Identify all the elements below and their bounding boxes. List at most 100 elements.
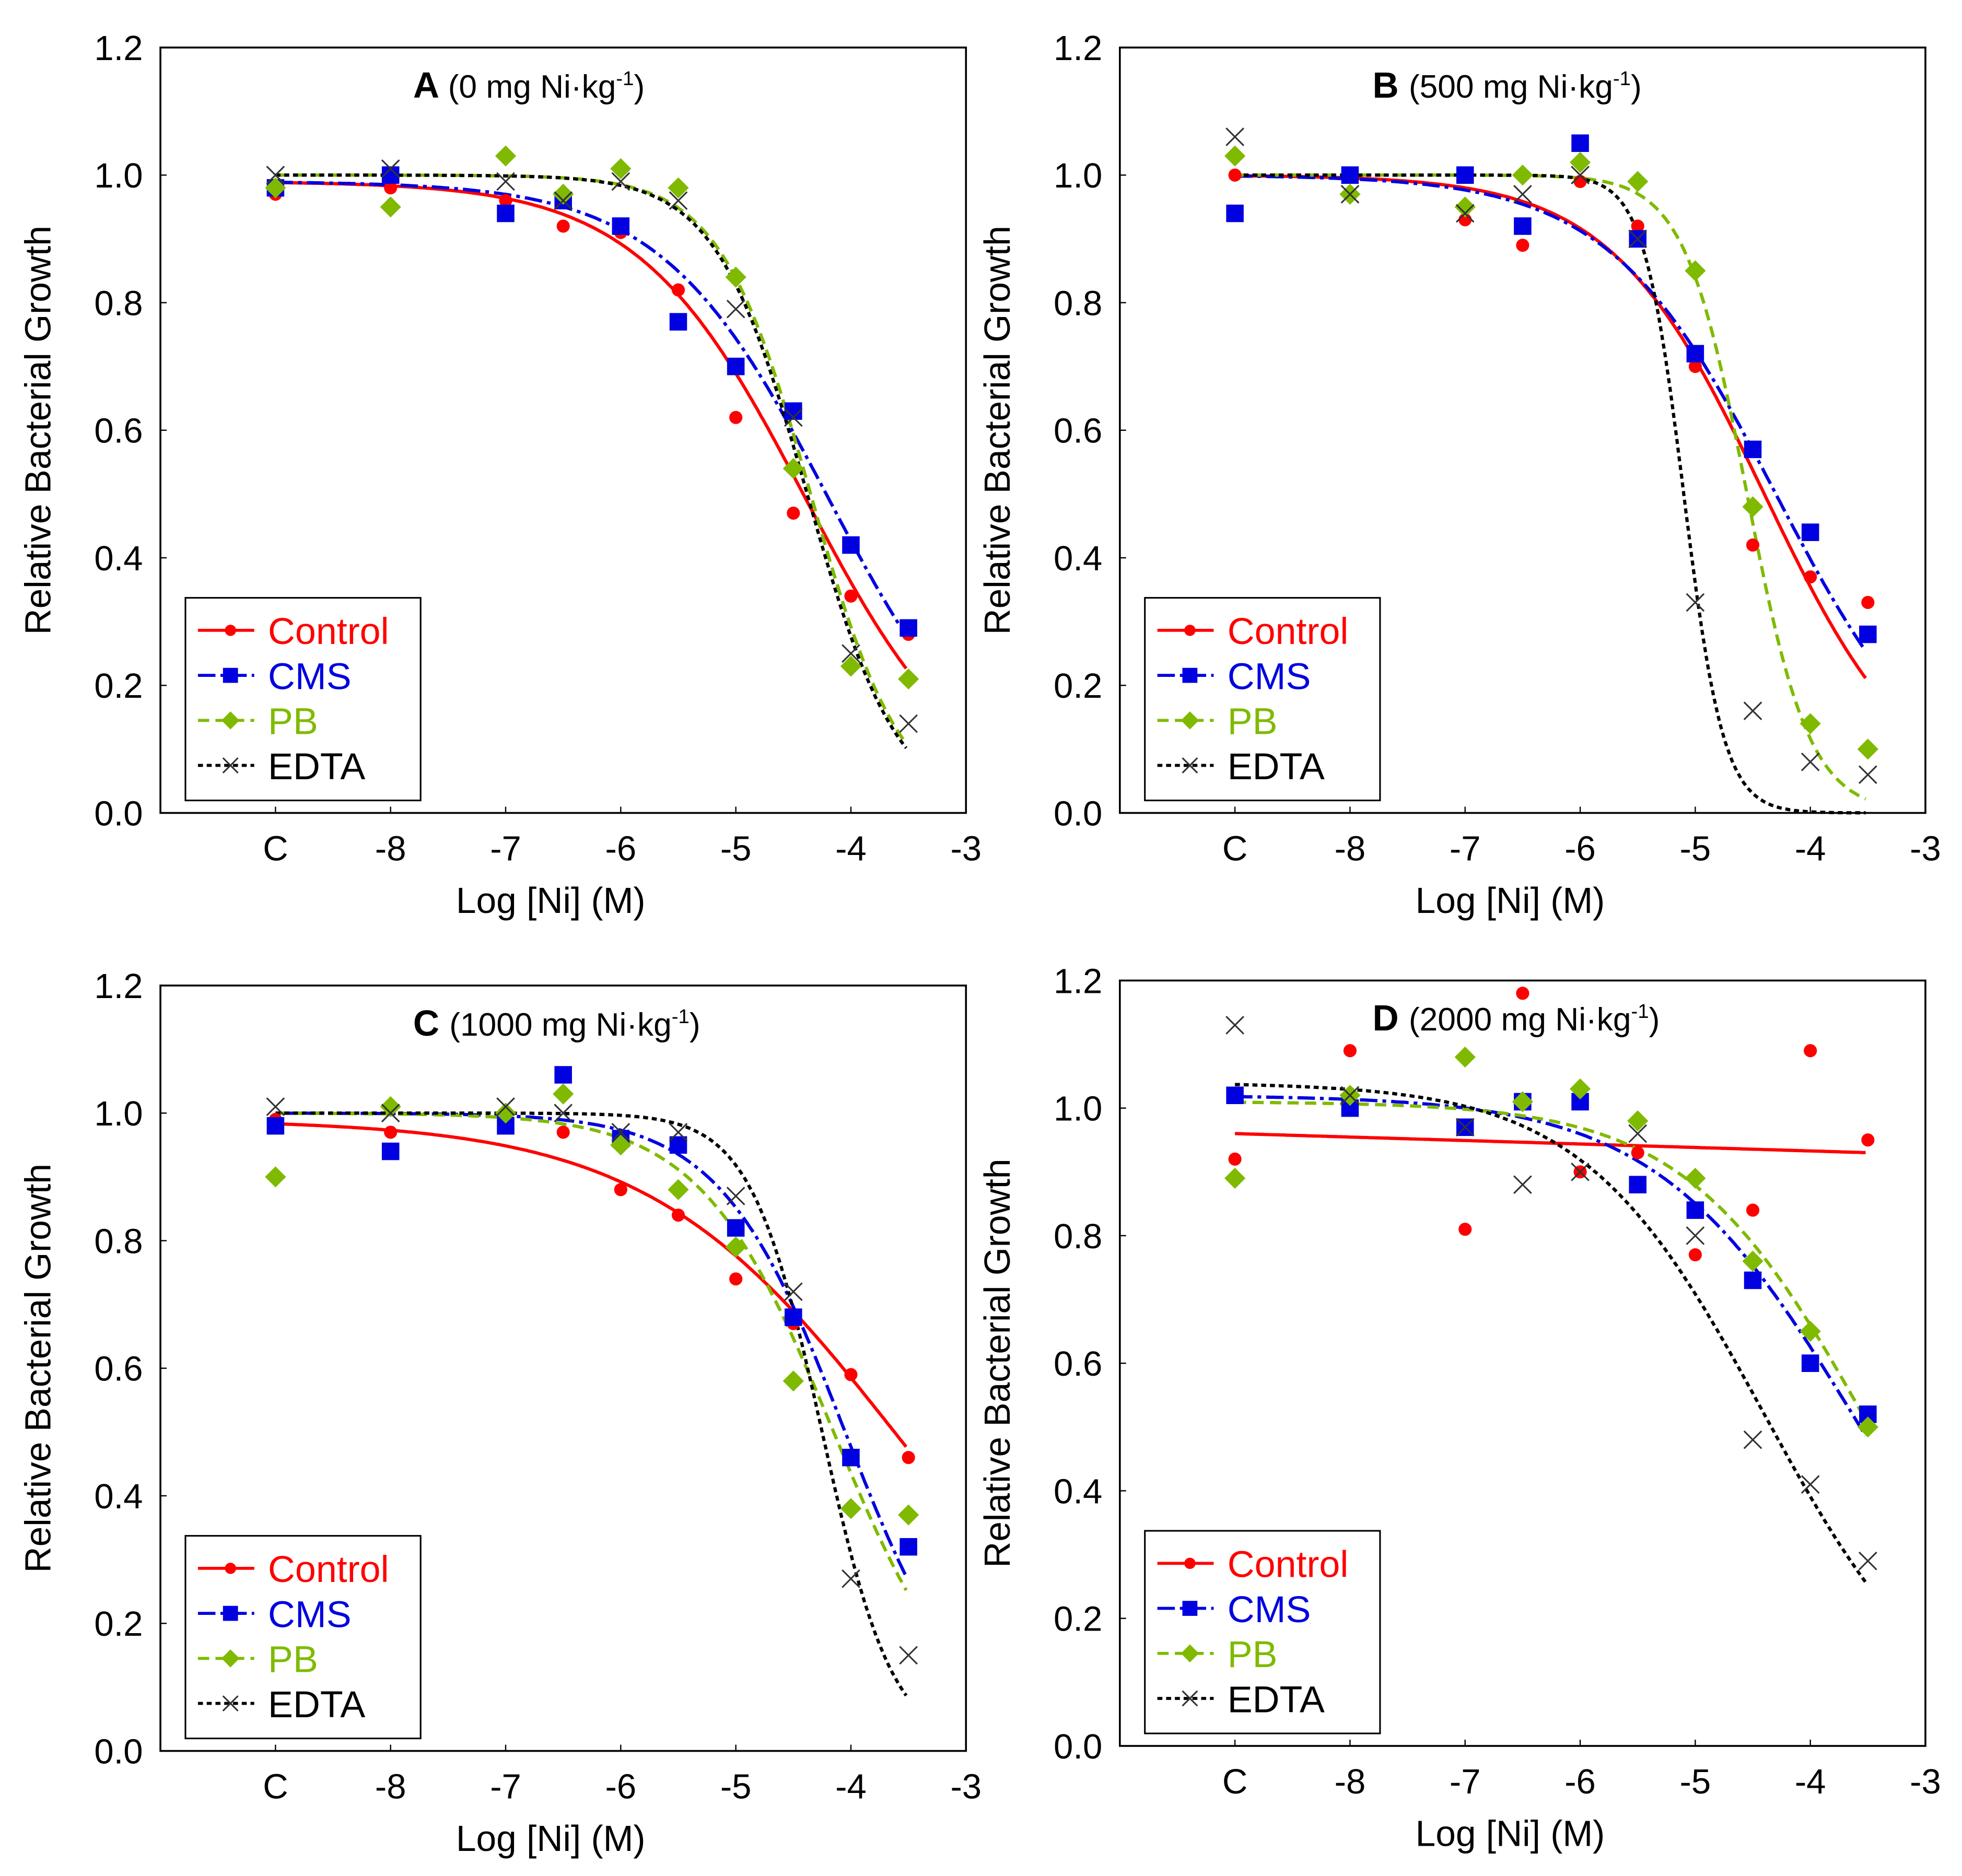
y-tick-label: 0.6	[94, 1350, 143, 1389]
data-point-pb	[1627, 171, 1649, 192]
data-point-edta	[1455, 1118, 1475, 1137]
fit-curve-cms	[1234, 1095, 1867, 1437]
y-tick-label: 0.6	[1054, 1344, 1102, 1383]
panel-title-text: (2000 mg Ni·kg	[1409, 1002, 1631, 1038]
x-tick-label: -5	[1680, 829, 1711, 869]
panel-title: C (1000 mg Ni·kg-1)	[413, 1003, 700, 1043]
data-point-control	[671, 283, 685, 297]
x-tick-label: -7	[490, 829, 521, 869]
data-point-edta	[1225, 127, 1244, 146]
fit-curve-cms	[275, 181, 908, 637]
data-point-pb	[725, 266, 746, 288]
data-point-pb	[725, 1236, 746, 1258]
x-tick-label: -6	[605, 829, 637, 869]
data-point-control	[902, 1451, 915, 1464]
fit-curve-edta	[1235, 1083, 1867, 1584]
data-point-edta	[266, 1097, 285, 1116]
data-point-edta	[669, 191, 688, 210]
y-tick-label: 1.0	[1054, 1089, 1102, 1129]
data-point-edta	[1801, 1475, 1820, 1494]
data-point-cms	[1859, 625, 1877, 643]
data-point-edta	[611, 1123, 630, 1142]
y-tick-label: 0.8	[94, 1222, 143, 1261]
data-point-edta	[899, 714, 918, 733]
data-point-control	[1804, 570, 1817, 584]
data-point-cms	[1686, 345, 1704, 362]
data-point-edta	[726, 1187, 745, 1205]
y-tick-label: 1.2	[94, 29, 143, 68]
data-point-control	[614, 1183, 627, 1197]
data-point-edta	[496, 1097, 515, 1116]
data-point-control	[844, 1368, 858, 1381]
data-point-control	[1343, 1044, 1357, 1058]
y-tick-label: 1.0	[1054, 156, 1102, 195]
data-point-cms	[1226, 1086, 1244, 1105]
data-point-cms	[1686, 1201, 1704, 1219]
panel-title-end: )	[1631, 69, 1642, 105]
data-point-pb	[668, 1179, 689, 1200]
legend-marker-control	[225, 1563, 236, 1574]
panel-title: A (0 mg Ni·kg-1)	[413, 65, 645, 105]
legend-label-edta: EDTA	[268, 1684, 365, 1726]
legend-label-pb: PB	[1228, 1634, 1278, 1675]
data-point-control	[384, 181, 398, 195]
data-point-edta	[899, 1646, 918, 1665]
y-tick-label: 1.0	[94, 156, 143, 195]
data-point-control	[1228, 168, 1242, 182]
y-tick-label: 0.2	[94, 1604, 143, 1644]
fit-curve-control	[1235, 1132, 1866, 1155]
x-tick-label: -6	[1564, 829, 1596, 869]
data-point-edta	[1340, 185, 1360, 204]
data-point-pb	[1224, 1167, 1246, 1189]
fit-curve-pb	[1235, 1100, 1867, 1421]
panel-title-superscript: -1	[1631, 1000, 1649, 1023]
data-point-pb	[1685, 1167, 1706, 1189]
data-point-edta	[842, 644, 860, 663]
data-point-pb	[1800, 1321, 1821, 1342]
data-point-pb	[840, 1498, 862, 1519]
data-point-edta	[1686, 1226, 1705, 1245]
legend-marker-cms	[1182, 1601, 1198, 1616]
y-tick-label: 0.0	[94, 794, 143, 833]
fit-curve-edta	[275, 173, 908, 749]
legend-label-edta: EDTA	[268, 746, 365, 788]
x-tick-label: -4	[1795, 829, 1826, 869]
fit-curve-control	[275, 1122, 908, 1448]
x-tick-label: C	[1222, 829, 1247, 869]
legend-label-cms: CMS	[268, 1593, 352, 1635]
data-point-cms	[1456, 166, 1474, 184]
legend-marker-cms	[223, 1605, 238, 1621]
data-point-pb	[1742, 1250, 1764, 1272]
data-point-pb	[1857, 738, 1878, 760]
x-tick-label: -6	[605, 1767, 637, 1807]
data-point-pb	[1742, 496, 1764, 518]
data-point-cms	[727, 357, 745, 376]
y-tick-label: 0.2	[1054, 1600, 1102, 1639]
data-point-cms	[727, 1219, 745, 1237]
data-point-control	[1804, 1044, 1817, 1058]
data-point-pb	[840, 655, 862, 677]
legend-label-pb: PB	[268, 1639, 318, 1681]
legend-marker-edta	[1182, 1690, 1198, 1707]
data-point-edta	[266, 166, 285, 185]
data-point-control	[787, 506, 800, 520]
data-point-cms	[266, 1117, 285, 1135]
panel-title-text: (500 mg Ni·kg	[1409, 69, 1613, 105]
y-axis-label: Relative Bacterial Growth	[17, 1164, 58, 1573]
data-point-pb	[1857, 1416, 1878, 1438]
data-point-pb	[1800, 713, 1821, 734]
x-tick-label: -3	[950, 1767, 982, 1807]
legend-label-cms: CMS	[1228, 1589, 1311, 1631]
data-point-edta	[1858, 765, 1877, 784]
fit-curve-edta	[1235, 173, 1866, 815]
data-point-cms	[1801, 1354, 1819, 1372]
legend-label-edta: EDTA	[1228, 1679, 1325, 1720]
x-tick-label: -3	[1910, 1762, 1941, 1801]
data-point-cms	[497, 204, 515, 222]
legend-label-control: Control	[1228, 1544, 1349, 1586]
data-point-pb	[265, 1166, 286, 1188]
x-tick-label: -7	[1450, 829, 1481, 869]
data-point-control	[1458, 1223, 1472, 1236]
